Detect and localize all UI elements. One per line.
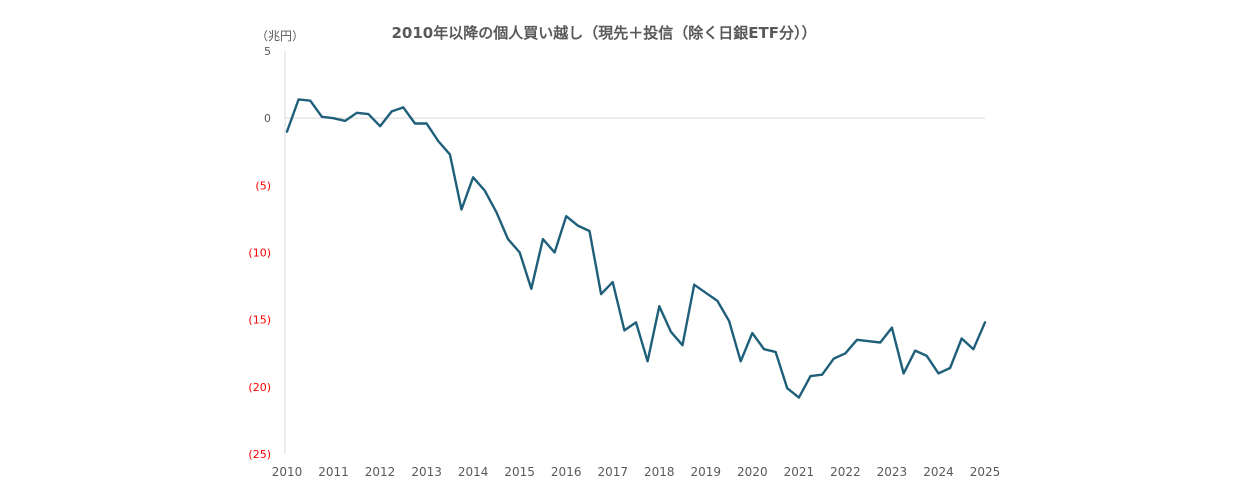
data-point — [902, 372, 904, 374]
data-point — [623, 329, 625, 331]
data-point — [484, 190, 486, 192]
y-tick-label: (25) — [248, 448, 271, 461]
data-point — [460, 208, 462, 210]
data-point — [356, 112, 358, 114]
data-point — [518, 251, 520, 253]
data-point — [740, 360, 742, 362]
data-point — [507, 238, 509, 240]
y-unit-label: （兆円） — [256, 29, 304, 43]
data-point — [670, 331, 672, 333]
series-line-1 — [285, 98, 987, 399]
data-point — [577, 224, 579, 226]
data-point — [530, 288, 532, 290]
data-point — [763, 348, 765, 350]
data-point — [809, 375, 811, 377]
data-point — [542, 238, 544, 240]
chart-title: 2010年以降の個人買い越し（現先＋投信（除く日銀ETF分）） — [392, 24, 817, 42]
data-point — [379, 125, 381, 127]
data-point — [937, 372, 939, 374]
x-tick-label: 2020 — [737, 465, 768, 479]
x-tick-label: 2015 — [504, 465, 535, 479]
data-point — [751, 332, 753, 334]
data-point — [297, 98, 299, 100]
data-point — [588, 230, 590, 232]
x-axis-ticks: 2010 2011 2012 2013 2014 2015 2016 2017 2018 2019… — [272, 465, 1001, 479]
series-layer — [285, 98, 987, 399]
data-point — [600, 293, 602, 295]
data-point — [612, 281, 614, 283]
data-point — [437, 140, 439, 142]
axes — [284, 51, 985, 454]
data-point — [332, 117, 334, 119]
data-point — [414, 122, 416, 124]
data-point — [286, 130, 288, 132]
data-point — [658, 305, 660, 307]
data-point — [449, 153, 451, 155]
x-tick-label: 2019 — [691, 465, 722, 479]
x-tick-label: 2011 — [318, 465, 349, 479]
data-point — [693, 284, 695, 286]
data-point — [821, 374, 823, 376]
y-tick-label: (10) — [248, 247, 271, 260]
data-point — [961, 337, 963, 339]
x-tick-label: 2024 — [923, 465, 954, 479]
data-point — [495, 211, 497, 213]
y-tick-label: 5 — [264, 45, 271, 58]
data-point — [728, 320, 730, 322]
y-tick-label: (15) — [248, 314, 271, 327]
data-point — [367, 113, 369, 115]
data-point — [879, 341, 881, 343]
data-point — [309, 100, 311, 102]
data-point — [391, 110, 393, 112]
data-point — [565, 215, 567, 217]
y-tick-label: (5) — [255, 179, 271, 192]
data-point — [891, 327, 893, 329]
data-point — [553, 251, 555, 253]
data-point — [833, 357, 835, 359]
data-point — [472, 176, 474, 178]
data-point — [926, 355, 928, 357]
data-point — [635, 321, 637, 323]
data-point — [786, 387, 788, 389]
y-tick-label: 0 — [264, 112, 271, 125]
data-point — [774, 351, 776, 353]
data-point — [844, 352, 846, 354]
x-tick-label: 2012 — [365, 465, 396, 479]
x-tick-label: 2010 — [272, 465, 303, 479]
x-tick-label: 2013 — [411, 465, 442, 479]
data-point — [402, 106, 404, 108]
y-axis-ticks: 5 0 (5) (10) (15) (20) (25) — [248, 45, 271, 461]
data-point — [646, 360, 648, 362]
x-tick-label: 2021 — [784, 465, 815, 479]
data-point — [344, 120, 346, 122]
data-point — [984, 321, 986, 323]
data-point — [949, 367, 951, 369]
x-tick-label: 2017 — [597, 465, 628, 479]
data-point — [914, 349, 916, 351]
data-point — [681, 344, 683, 346]
data-point — [798, 396, 800, 398]
y-tick-label: (20) — [248, 381, 271, 394]
data-point — [972, 348, 974, 350]
data-point — [705, 292, 707, 294]
x-tick-label: 2022 — [830, 465, 861, 479]
x-tick-label: 2025 — [970, 465, 1001, 479]
data-point — [856, 339, 858, 341]
x-tick-label: 2014 — [458, 465, 489, 479]
x-tick-label: 2023 — [877, 465, 908, 479]
x-tick-label: 2016 — [551, 465, 582, 479]
data-point — [321, 116, 323, 118]
x-tick-label: 2018 — [644, 465, 675, 479]
data-point — [425, 122, 427, 124]
data-point — [716, 300, 718, 302]
data-point — [867, 340, 869, 342]
